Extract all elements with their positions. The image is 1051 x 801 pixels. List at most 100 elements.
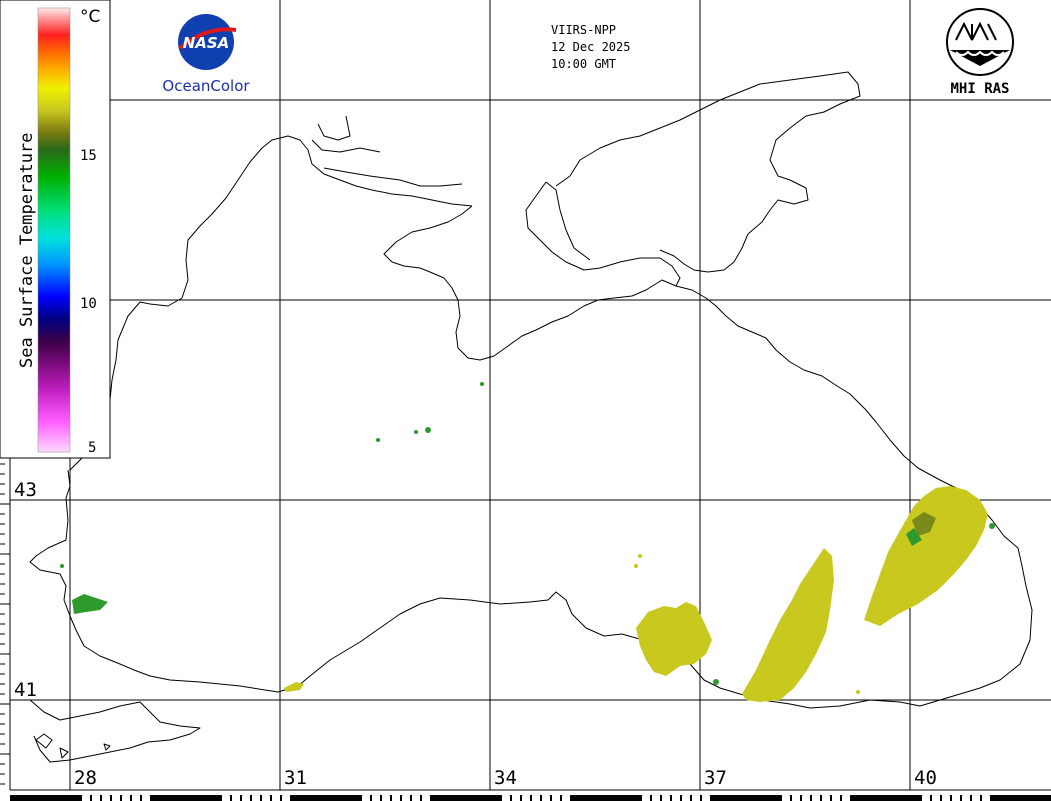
ruler-tick bbox=[240, 795, 242, 801]
nasa-wordmark: NASA bbox=[183, 34, 230, 52]
lon-label-40: 40 bbox=[914, 767, 937, 789]
ruler-tick bbox=[650, 795, 652, 801]
ruler-tick bbox=[590, 795, 600, 801]
ruler-tick bbox=[50, 795, 60, 801]
ruler-tick bbox=[350, 795, 360, 801]
ruler-tick bbox=[310, 795, 320, 801]
lat-label-41: 41 bbox=[14, 679, 37, 701]
ruler-tick bbox=[480, 795, 490, 801]
ruler-tick bbox=[100, 795, 102, 801]
ruler-tick bbox=[990, 795, 1000, 801]
ruler-tick bbox=[740, 795, 750, 801]
lon-label-28: 28 bbox=[74, 767, 97, 789]
mhi-ras-label: MHI RAS bbox=[950, 81, 1009, 97]
ruler-tick bbox=[190, 795, 200, 801]
sst-observations bbox=[60, 382, 995, 702]
bottom-tick-ruler bbox=[10, 789, 1051, 801]
colorbar-unit: °C bbox=[80, 7, 100, 27]
ruler-tick bbox=[1020, 795, 1030, 801]
ruler-tick bbox=[1030, 795, 1040, 801]
ruler-tick bbox=[420, 795, 422, 801]
ruler-tick bbox=[630, 795, 640, 801]
ruler-tick bbox=[820, 795, 822, 801]
latitude-labels: 43 41 bbox=[14, 479, 37, 701]
acquisition-date: 12 Dec 2025 bbox=[551, 40, 630, 54]
ruler-tick bbox=[340, 795, 350, 801]
ruler-tick bbox=[570, 795, 580, 801]
ruler-tick bbox=[500, 795, 502, 801]
ruler-tick bbox=[270, 795, 272, 801]
ruler-tick bbox=[790, 795, 792, 801]
ruler-tick bbox=[950, 795, 952, 801]
ruler-tick bbox=[600, 795, 610, 801]
ruler-tick bbox=[810, 795, 812, 801]
ruler-tick bbox=[900, 795, 910, 801]
ruler-tick bbox=[710, 795, 720, 801]
ruler-tick bbox=[510, 795, 512, 801]
ruler-tick bbox=[760, 795, 770, 801]
ruler-tick bbox=[800, 795, 802, 801]
ruler-tick bbox=[70, 795, 80, 801]
ruler-tick bbox=[200, 795, 210, 801]
ruler-tick bbox=[880, 795, 890, 801]
ruler-tick bbox=[160, 795, 170, 801]
ruler-tick bbox=[410, 795, 412, 801]
ruler-tick bbox=[560, 795, 562, 801]
colorbar-tick-5: 5 bbox=[88, 440, 96, 456]
ruler-tick bbox=[580, 795, 590, 801]
ruler-tick bbox=[890, 795, 900, 801]
ruler-tick bbox=[440, 795, 450, 801]
ruler-tick bbox=[290, 795, 300, 801]
lat-label-43: 43 bbox=[14, 479, 37, 501]
ruler-tick bbox=[620, 795, 630, 801]
ruler-tick bbox=[140, 795, 142, 801]
ruler-tick bbox=[460, 795, 470, 801]
ruler-tick bbox=[300, 795, 310, 801]
ruler-tick bbox=[390, 795, 392, 801]
ruler-tick bbox=[490, 795, 500, 801]
ruler-tick bbox=[210, 795, 220, 801]
ruler-tick bbox=[1040, 795, 1050, 801]
ruler-tick bbox=[660, 795, 662, 801]
ruler-tick bbox=[370, 795, 372, 801]
ruler-tick bbox=[430, 795, 440, 801]
ruler-tick bbox=[840, 795, 842, 801]
colorbar-gradient bbox=[37, 7, 71, 453]
colorbar-title: Sea Surface Temperature bbox=[17, 133, 37, 368]
ruler-tick bbox=[720, 795, 730, 801]
ruler-tick bbox=[180, 795, 190, 801]
ruler-tick bbox=[120, 795, 122, 801]
colorbar-tick-10: 10 bbox=[80, 296, 97, 312]
ruler-tick bbox=[380, 795, 382, 801]
ruler-tick bbox=[220, 795, 222, 801]
ruler-tick bbox=[260, 795, 262, 801]
ruler-tick bbox=[130, 795, 132, 801]
ruler-tick bbox=[750, 795, 760, 801]
graticule bbox=[10, 0, 1051, 790]
ruler-tick bbox=[920, 795, 922, 801]
nasa-logo: NASA OceanColor bbox=[162, 14, 250, 95]
colorbar-legend: °C 15 10 5 Sea Surface Temperature bbox=[0, 0, 111, 459]
ruler-tick bbox=[530, 795, 532, 801]
acquisition-time: 10:00 GMT bbox=[551, 57, 616, 71]
ruler-tick bbox=[150, 795, 160, 801]
ruler-tick bbox=[940, 795, 942, 801]
ruler-tick bbox=[770, 795, 780, 801]
ruler-tick bbox=[30, 795, 40, 801]
ruler-tick bbox=[520, 795, 522, 801]
ruler-tick bbox=[400, 795, 402, 801]
ruler-tick bbox=[870, 795, 880, 801]
ruler-tick bbox=[540, 795, 542, 801]
ruler-tick bbox=[700, 795, 702, 801]
ruler-tick bbox=[830, 795, 832, 801]
ruler-tick bbox=[860, 795, 870, 801]
ruler-tick bbox=[470, 795, 480, 801]
image-header: VIIRS-NPP 12 Dec 2025 10:00 GMT bbox=[551, 23, 630, 71]
ruler-tick bbox=[230, 795, 232, 801]
ruler-tick bbox=[170, 795, 180, 801]
longitude-labels: 28 31 34 37 40 bbox=[74, 767, 937, 789]
lon-label-37: 37 bbox=[704, 767, 727, 789]
ruler-tick bbox=[60, 795, 70, 801]
ruler-tick bbox=[680, 795, 682, 801]
